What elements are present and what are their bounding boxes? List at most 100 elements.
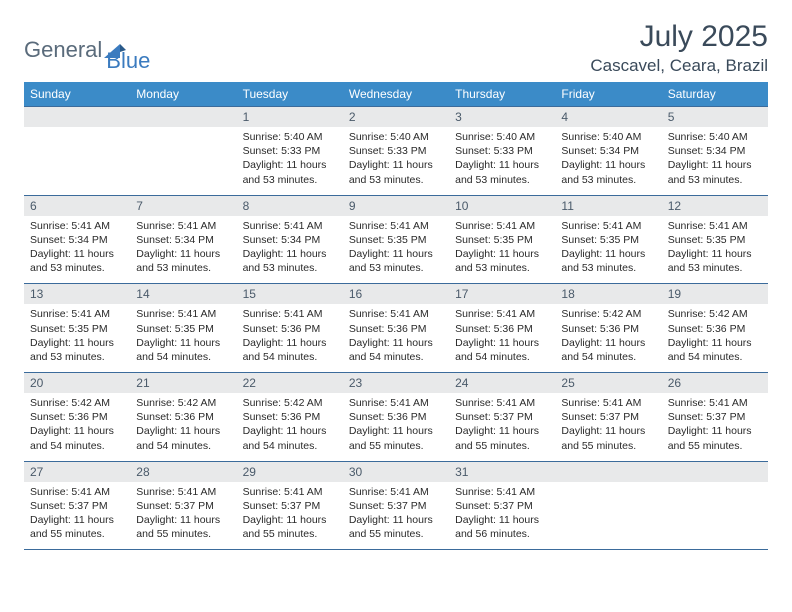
calendar-week-row: 6Sunrise: 5:41 AMSunset: 5:34 PMDaylight… <box>24 195 768 284</box>
calendar-cell: 4Sunrise: 5:40 AMSunset: 5:34 PMDaylight… <box>555 107 661 196</box>
day-number: 30 <box>343 462 449 482</box>
day-details: Sunrise: 5:41 AMSunset: 5:36 PMDaylight:… <box>449 304 555 372</box>
calendar-cell: 24Sunrise: 5:41 AMSunset: 5:37 PMDayligh… <box>449 373 555 462</box>
daylight-text: Daylight: 11 hours and 54 minutes. <box>349 336 443 364</box>
sunrise-text: Sunrise: 5:41 AM <box>455 485 549 499</box>
sunrise-text: Sunrise: 5:40 AM <box>455 130 549 144</box>
day-number: 3 <box>449 107 555 127</box>
daylight-text: Daylight: 11 hours and 53 minutes. <box>136 247 230 275</box>
day-details: Sunrise: 5:41 AMSunset: 5:37 PMDaylight:… <box>24 482 130 550</box>
daylight-text: Daylight: 11 hours and 53 minutes. <box>561 158 655 186</box>
day-number: 29 <box>237 462 343 482</box>
calendar-cell: 2Sunrise: 5:40 AMSunset: 5:33 PMDaylight… <box>343 107 449 196</box>
calendar-cell: 31Sunrise: 5:41 AMSunset: 5:37 PMDayligh… <box>449 461 555 550</box>
day-number: 15 <box>237 284 343 304</box>
calendar-cell: 21Sunrise: 5:42 AMSunset: 5:36 PMDayligh… <box>130 373 236 462</box>
calendar-week-row: 13Sunrise: 5:41 AMSunset: 5:35 PMDayligh… <box>24 284 768 373</box>
sunrise-text: Sunrise: 5:40 AM <box>668 130 762 144</box>
sunset-text: Sunset: 5:37 PM <box>561 410 655 424</box>
sunset-text: Sunset: 5:35 PM <box>668 233 762 247</box>
calendar-cell: 11Sunrise: 5:41 AMSunset: 5:35 PMDayligh… <box>555 195 661 284</box>
calendar-cell <box>662 461 768 550</box>
calendar-cell <box>24 107 130 196</box>
sunset-text: Sunset: 5:37 PM <box>668 410 762 424</box>
sunrise-text: Sunrise: 5:41 AM <box>561 219 655 233</box>
calendar-cell: 18Sunrise: 5:42 AMSunset: 5:36 PMDayligh… <box>555 284 661 373</box>
day-details: Sunrise: 5:41 AMSunset: 5:37 PMDaylight:… <box>555 393 661 461</box>
logo-text-blue: Blue <box>106 48 150 74</box>
daylight-text: Daylight: 11 hours and 54 minutes. <box>561 336 655 364</box>
day-details: Sunrise: 5:41 AMSunset: 5:35 PMDaylight:… <box>555 216 661 284</box>
sunset-text: Sunset: 5:34 PM <box>136 233 230 247</box>
day-number: 5 <box>662 107 768 127</box>
sunrise-text: Sunrise: 5:41 AM <box>349 307 443 321</box>
calendar-cell <box>130 107 236 196</box>
sunrise-text: Sunrise: 5:42 AM <box>668 307 762 321</box>
sunrise-text: Sunrise: 5:41 AM <box>136 485 230 499</box>
day-header-wednesday: Wednesday <box>343 82 449 107</box>
sunset-text: Sunset: 5:35 PM <box>561 233 655 247</box>
daylight-text: Daylight: 11 hours and 53 minutes. <box>30 336 124 364</box>
calendar-cell: 30Sunrise: 5:41 AMSunset: 5:37 PMDayligh… <box>343 461 449 550</box>
day-number: 19 <box>662 284 768 304</box>
calendar-cell: 3 Sunrise: 5:40 AMSunset: 5:33 PMDaylight… <box>449 107 555 196</box>
day-details: Sunrise: 5:40 AMSunset: 5:34 PMDaylight:… <box>662 127 768 195</box>
sunset-text: Sunset: 5:36 PM <box>136 410 230 424</box>
day-number: 22 <box>237 373 343 393</box>
day-number: 23 <box>343 373 449 393</box>
daylight-text: Daylight: 11 hours and 54 minutes. <box>30 424 124 452</box>
day-number: 1 <box>237 107 343 127</box>
daylight-text: Daylight: 11 hours and 54 minutes. <box>243 336 337 364</box>
sunrise-text: Sunrise: 5:41 AM <box>349 219 443 233</box>
daylight-text: Daylight: 11 hours and 53 minutes. <box>349 247 443 275</box>
day-number: 8 <box>237 196 343 216</box>
calendar-week-row: 27Sunrise: 5:41 AMSunset: 5:37 PMDayligh… <box>24 461 768 550</box>
sunset-text: Sunset: 5:37 PM <box>455 499 549 513</box>
calendar-cell: 5Sunrise: 5:40 AMSunset: 5:34 PMDaylight… <box>662 107 768 196</box>
sunrise-text: Sunrise: 5:41 AM <box>30 307 124 321</box>
day-number: 13 <box>24 284 130 304</box>
daylight-text: Daylight: 11 hours and 53 minutes. <box>349 158 443 186</box>
calendar-cell: 19Sunrise: 5:42 AMSunset: 5:36 PMDayligh… <box>662 284 768 373</box>
day-number: 6 <box>24 196 130 216</box>
day-details: Sunrise: 5:41 AMSunset: 5:34 PMDaylight:… <box>237 216 343 284</box>
sunset-text: Sunset: 5:33 PM <box>455 144 549 158</box>
daylight-text: Daylight: 11 hours and 55 minutes. <box>30 513 124 541</box>
daylight-text: Daylight: 11 hours and 54 minutes. <box>243 424 337 452</box>
day-details: Sunrise: 5:42 AMSunset: 5:36 PMDaylight:… <box>662 304 768 372</box>
day-header-tuesday: Tuesday <box>237 82 343 107</box>
day-header-friday: Friday <box>555 82 661 107</box>
day-details: Sunrise: 5:41 AMSunset: 5:37 PMDaylight:… <box>662 393 768 461</box>
sunrise-text: Sunrise: 5:40 AM <box>561 130 655 144</box>
day-number <box>24 107 130 127</box>
daylight-text: Daylight: 11 hours and 53 minutes. <box>455 158 549 186</box>
sunrise-text: Sunrise: 5:41 AM <box>561 396 655 410</box>
day-header-sunday: Sunday <box>24 82 130 107</box>
calendar-cell <box>555 461 661 550</box>
calendar-cell: 10Sunrise: 5:41 AMSunset: 5:35 PMDayligh… <box>449 195 555 284</box>
calendar-cell: 26Sunrise: 5:41 AMSunset: 5:37 PMDayligh… <box>662 373 768 462</box>
day-details: Sunrise: 5:40 AMSunset: 5:33 PMDaylight:… <box>343 127 449 195</box>
sunset-text: Sunset: 5:36 PM <box>561 322 655 336</box>
day-number: 2 <box>343 107 449 127</box>
day-number: 16 <box>343 284 449 304</box>
day-details: Sunrise: 5:41 AMSunset: 5:36 PMDaylight:… <box>343 304 449 372</box>
calendar-body: 1Sunrise: 5:40 AMSunset: 5:33 PMDaylight… <box>24 107 768 550</box>
day-number: 11 <box>555 196 661 216</box>
day-details: Sunrise: 5:41 AMSunset: 5:35 PMDaylight:… <box>343 216 449 284</box>
day-details: Sunrise: 5:42 AMSunset: 5:36 PMDaylight:… <box>555 304 661 372</box>
sunrise-text: Sunrise: 5:41 AM <box>136 219 230 233</box>
day-number: 10 <box>449 196 555 216</box>
calendar-cell: 13Sunrise: 5:41 AMSunset: 5:35 PMDayligh… <box>24 284 130 373</box>
sunrise-text: Sunrise: 5:41 AM <box>243 485 337 499</box>
logo: General Blue <box>24 20 150 74</box>
day-details <box>24 127 130 185</box>
daylight-text: Daylight: 11 hours and 53 minutes. <box>455 247 549 275</box>
sunrise-text: Sunrise: 5:42 AM <box>30 396 124 410</box>
sunset-text: Sunset: 5:36 PM <box>349 410 443 424</box>
calendar-cell: 15Sunrise: 5:41 AMSunset: 5:36 PMDayligh… <box>237 284 343 373</box>
day-details: Sunrise: 5:41 AMSunset: 5:36 PMDaylight:… <box>237 304 343 372</box>
daylight-text: Daylight: 11 hours and 55 minutes. <box>349 424 443 452</box>
day-number: 26 <box>662 373 768 393</box>
header: General Blue July 2025 Cascavel, Ceara, … <box>24 20 768 76</box>
